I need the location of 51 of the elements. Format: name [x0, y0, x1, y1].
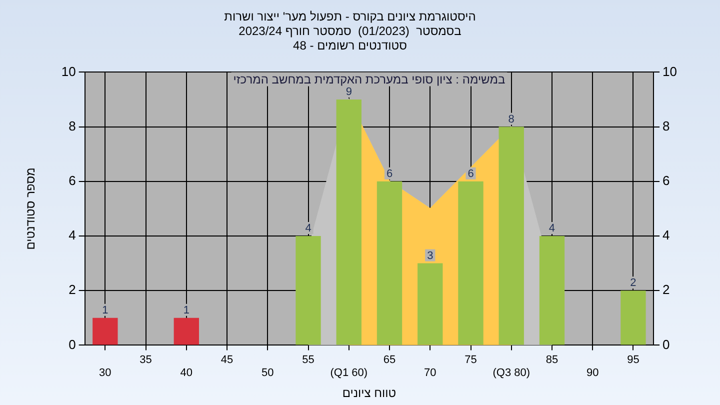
y2-tick-label: 8 [662, 118, 670, 134]
data-label: 1 [183, 304, 190, 316]
x-tick-label: 35 [140, 354, 152, 366]
y-tick-label: 6 [68, 172, 76, 188]
y-tick-label: 0 [68, 336, 76, 352]
data-label: 2 [630, 277, 636, 290]
data-label: 4 [548, 222, 556, 235]
bar [458, 181, 484, 345]
x-tick-label: 50 [262, 367, 274, 380]
bar [336, 100, 362, 345]
data-label: 4 [305, 222, 312, 235]
y2-tick-label: 10 [662, 64, 678, 79]
bar [418, 263, 443, 345]
y-tick-label: 8 [68, 118, 76, 134]
x-tick-label: (Q3 80) [492, 367, 530, 380]
bar [376, 181, 402, 345]
x-tick-label: 90 [586, 367, 599, 380]
y2-tick-label: 6 [662, 172, 670, 188]
x-axis-title: טווח ציונים [342, 386, 396, 400]
x-tick-label: 75 [464, 354, 477, 366]
annotation: במשימה : ציון סופי במערכת האקדמית במחשב המרכזי [233, 72, 506, 87]
y-tick-label: 2 [68, 282, 76, 298]
x-tick-label: 45 [220, 354, 234, 366]
data-label: 6 [386, 168, 393, 180]
data-label: 1 [102, 304, 108, 316]
chart-subtitle: בסמסטר (01/2023) סמסטר חורף 2023/24 סטודנטים רשומים - 48 [238, 24, 462, 52]
y2-tick-label: 0 [662, 336, 670, 352]
bar [498, 126, 524, 345]
data-label: 8 [508, 113, 514, 126]
x-tick-label: 95 [627, 354, 640, 366]
x-tick-label: 70 [424, 367, 436, 380]
x-tick-label: 85 [546, 354, 558, 366]
data-label: 6 [468, 168, 474, 180]
chart-title: היסטוגרמת ציונים בקורס - תפעול מער' ייצור ושרות [224, 10, 476, 24]
y2-tick-label: 2 [662, 282, 670, 298]
x-tick-label: 65 [383, 354, 396, 366]
x-tick-label: 55 [302, 354, 314, 366]
x-tick-label: 40 [180, 367, 193, 380]
bar [174, 318, 199, 345]
x-tick-label: 30 [99, 367, 112, 380]
y2-tick-label: 4 [662, 228, 670, 243]
y-tick-label: 4 [68, 228, 76, 243]
y-axis-title: מספר סטודנטים [24, 168, 38, 250]
y-tick-label: 10 [61, 64, 76, 79]
bar [92, 318, 118, 345]
bar [620, 290, 646, 345]
data-label: 3 [427, 250, 434, 262]
x-tick-label: (Q1 60) [330, 367, 368, 380]
data-label: 9 [346, 86, 352, 98]
bar [539, 236, 565, 345]
bar [296, 236, 321, 345]
